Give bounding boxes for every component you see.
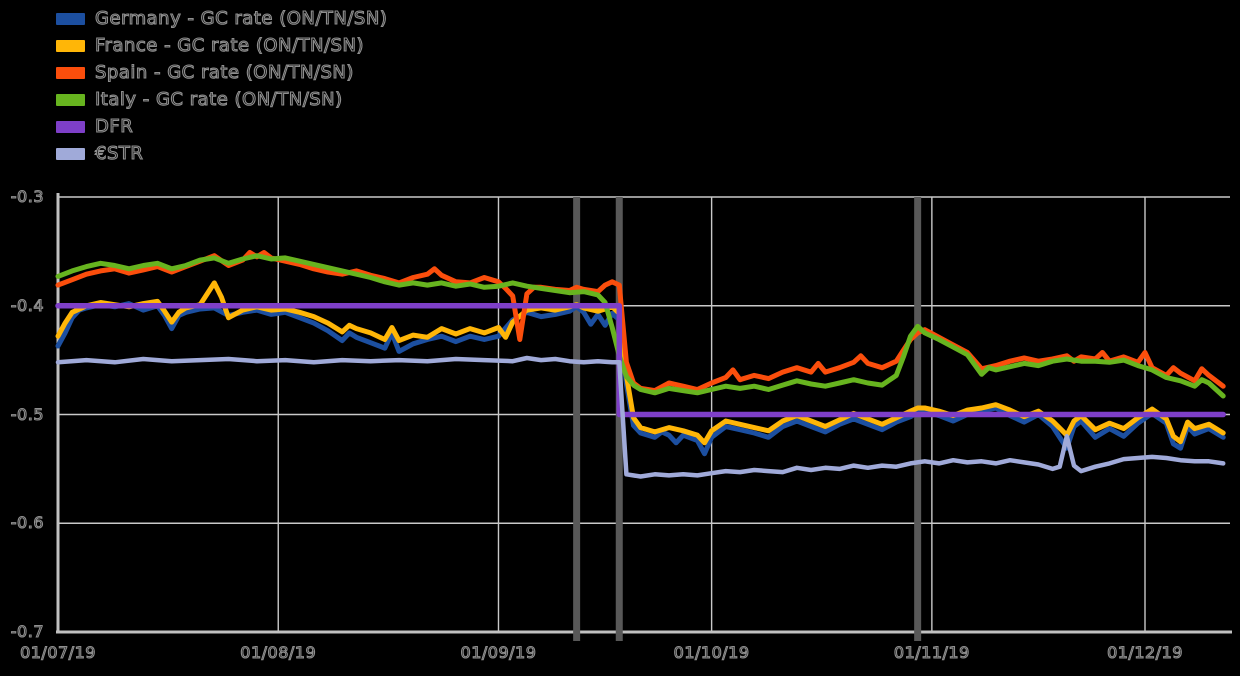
dfr-swatch [56,120,85,133]
y-tick-0: -0.3 [10,187,44,206]
legend-label-spain: Spain - GC rate (ON/TN/SN) [94,61,354,83]
y-tick-2: -0.5 [10,404,44,424]
spain-swatch [56,66,85,79]
legend-item-italy: Italy - GC rate (ON/TN/SN) [56,86,387,113]
chart-legend: Germany - GC rate (ON/TN/SN) France - GC… [56,5,387,167]
legend-label-germany: Germany - GC rate (ON/TN/SN) [94,7,388,29]
x-tick-5: 01/12/19 [1107,643,1183,662]
germany-swatch [56,12,85,25]
legend-item-estr: €STR [56,140,387,167]
legend-label-italy: Italy - GC rate (ON/TN/SN) [94,88,343,110]
y-tick-1: -0.4 [10,295,44,315]
x-tick-2: 01/09/19 [460,643,537,662]
legend-item-france: France - GC rate (ON/TN/SN) [56,32,387,59]
x-tick-3: 01/10/19 [673,643,750,662]
x-tick-4: 01/11/19 [893,643,970,662]
legend-label-france: France - GC rate (ON/TN/SN) [94,34,364,56]
legend-item-spain: Spain - GC rate (ON/TN/SN) [56,59,387,86]
estr-swatch [56,147,85,160]
france-swatch [56,39,85,52]
x-tick-0: 01/07/19 [20,643,96,662]
y-tick-4: -0.7 [10,622,44,641]
legend-item-dfr: DFR [56,113,387,140]
legend-label-dfr: DFR [94,115,134,137]
y-tick-3: -0.6 [10,513,44,533]
legend-item-germany: Germany - GC rate (ON/TN/SN) [56,5,387,32]
italy-swatch [56,93,85,106]
legend-label-estr: €STR [94,142,144,164]
x-tick-1: 01/08/19 [240,643,317,662]
